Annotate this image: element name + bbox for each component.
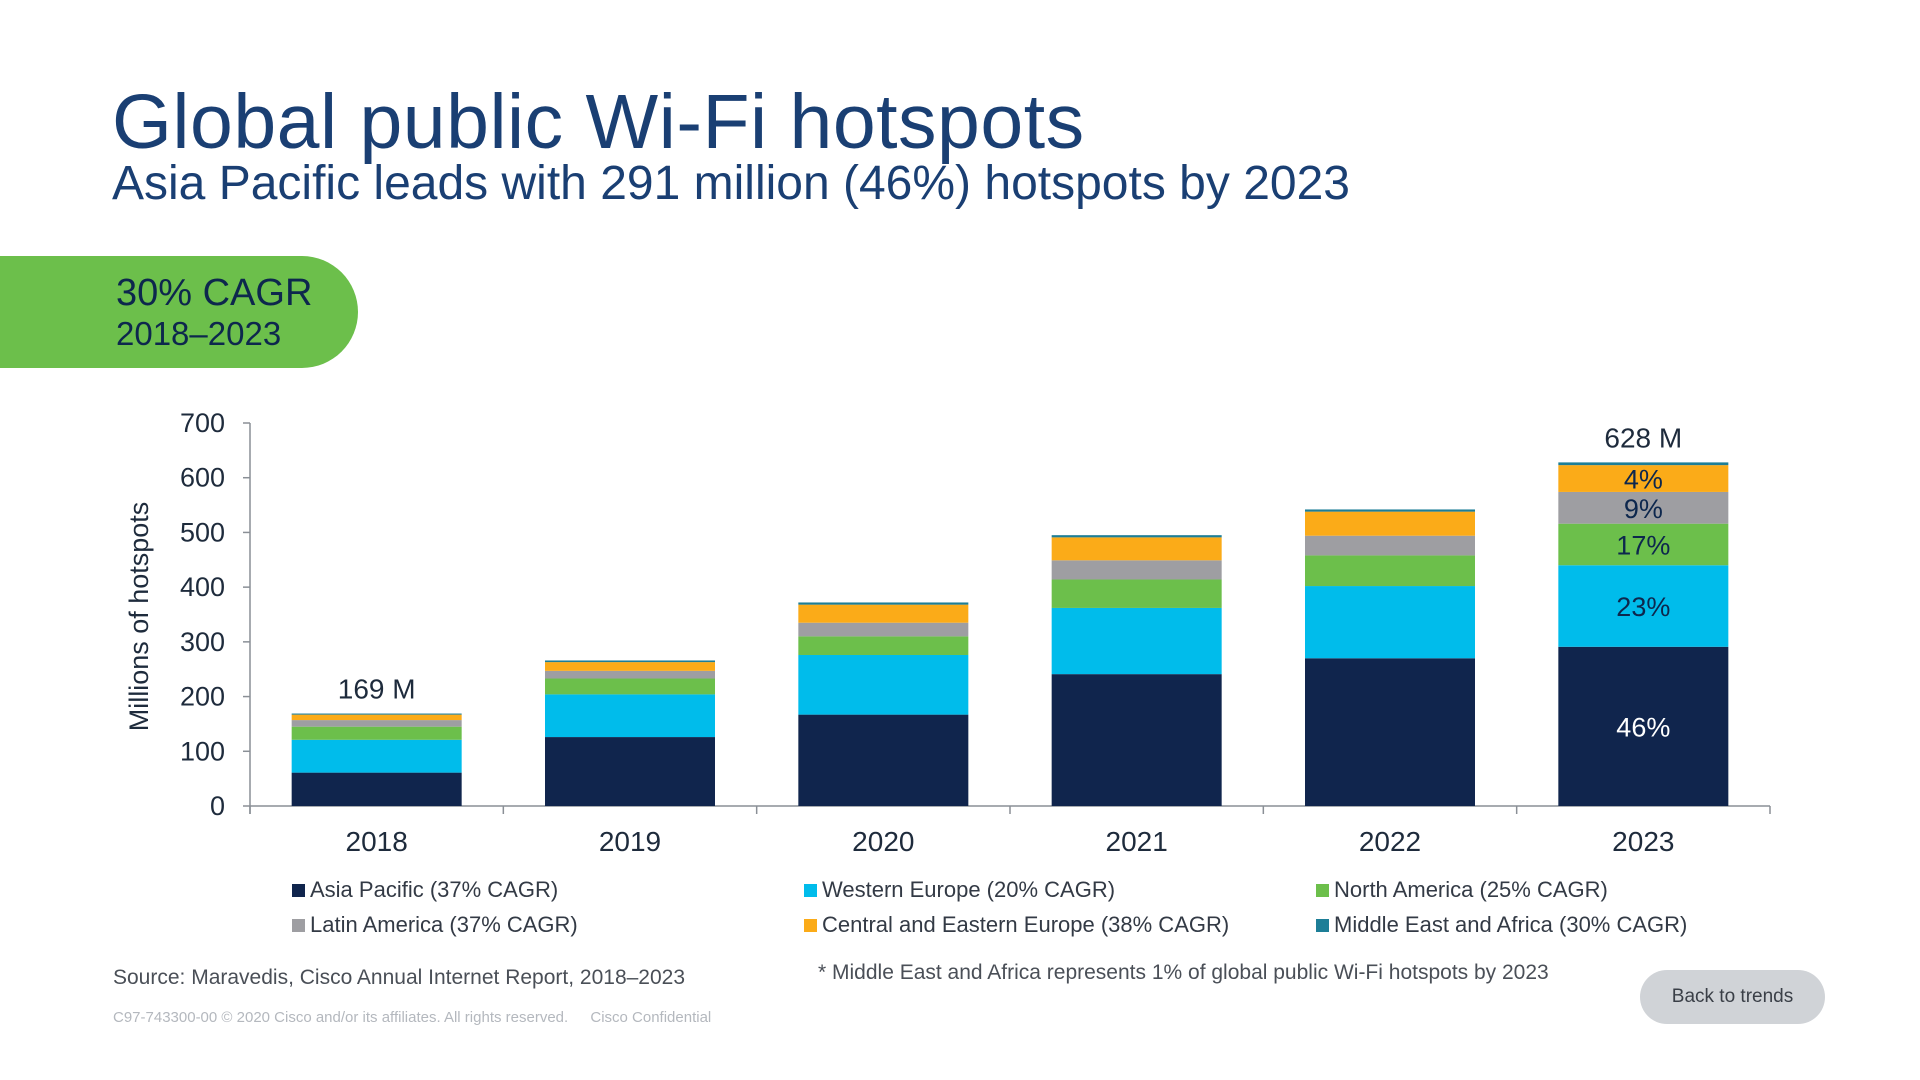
- bar-segment-2022-0: [1305, 658, 1475, 806]
- confidential-label: Cisco Confidential: [590, 1009, 712, 1026]
- page-title: Global public Wi-Fi hotspots: [112, 79, 1085, 165]
- x-tick-label: 2023: [1612, 826, 1674, 857]
- bar-segment-2023-5: [1558, 462, 1729, 466]
- segment-label: 17%: [1616, 530, 1670, 560]
- bar-segment-2021-4: [1051, 537, 1222, 561]
- copyright-line: C97-743300-00 © 2020 Cisco and/or its af…: [113, 1009, 729, 1026]
- bar-segment-2021-3: [1051, 560, 1222, 580]
- copyright-text: C97-743300-00 © 2020 Cisco and/or its af…: [113, 1009, 569, 1026]
- bar-segment-2022-1: [1305, 586, 1475, 659]
- y-tick-label: 500: [180, 517, 225, 547]
- y-tick-label: 0: [210, 791, 225, 821]
- bar-segment-2018-4: [291, 714, 462, 721]
- legend-item: Central and Eastern Europe (38% CAGR): [804, 912, 1229, 938]
- legend-item: Western Europe (20% CAGR): [804, 877, 1115, 903]
- source-note: Source: Maravedis, Cisco Annual Internet…: [113, 966, 686, 989]
- y-tick-label: 400: [180, 572, 225, 602]
- bar-segment-2018-2: [291, 726, 462, 740]
- bar-segment-2020-5: [798, 602, 969, 605]
- bar-segment-2023-3: [1558, 491, 1729, 524]
- legend-label: Western Europe (20% CAGR): [822, 877, 1116, 902]
- bar-segment-2018-3: [291, 720, 462, 727]
- bar-segment-2023-2: [1558, 523, 1729, 566]
- legend-swatch: [804, 918, 817, 932]
- legend-swatch: [1316, 883, 1329, 897]
- bar-segment-2020-4: [798, 604, 969, 623]
- y-axis-title: Millions of hotspots: [124, 502, 154, 732]
- bar-segment-2019-0: [545, 737, 715, 806]
- footnote: * Middle East and Africa represents 1% o…: [818, 961, 1549, 984]
- legend-swatch: [804, 883, 817, 897]
- y-tick-label: 700: [180, 408, 225, 438]
- bar-segment-2021-5: [1051, 535, 1222, 538]
- bar-segment-2023-4: [1558, 465, 1729, 492]
- y-tick-label: 600: [180, 463, 225, 493]
- bar-segment-2023-1: [1558, 565, 1729, 647]
- legend-item: Latin America (37% CAGR): [292, 912, 578, 938]
- x-tick-label: 2020: [852, 826, 914, 857]
- bar-segment-2020-2: [798, 636, 969, 655]
- bar-segment-2021-1: [1051, 607, 1222, 675]
- bar-segment-2022-3: [1305, 535, 1475, 556]
- legend-item: Asia Pacific (37% CAGR): [292, 877, 558, 903]
- y-tick-label: 200: [180, 682, 225, 712]
- legend-label: Asia Pacific (37% CAGR): [310, 877, 559, 902]
- cagr-badge-period: 2018–2023: [116, 315, 282, 352]
- legend-swatch: [1316, 918, 1329, 932]
- total-label: 169 M: [338, 674, 416, 705]
- x-tick-label: 2021: [1106, 826, 1168, 857]
- cagr-badge-value: 30% CAGR: [116, 272, 313, 314]
- bar-segment-2021-2: [1051, 579, 1222, 608]
- segment-label: 23%: [1616, 592, 1670, 622]
- legend-label: Central and Eastern Europe (38% CAGR): [822, 912, 1230, 937]
- bar-segment-2022-5: [1305, 509, 1475, 512]
- bar-segment-2019-2: [545, 678, 715, 695]
- cagr-badge: 30% CAGR 2018–2023: [0, 256, 358, 368]
- y-tick-label: 100: [180, 736, 225, 766]
- x-tick-label: 2022: [1359, 826, 1421, 857]
- bar-segment-2019-1: [545, 694, 715, 738]
- legend-swatch: [292, 918, 305, 932]
- legend-label: North America (25% CAGR): [1334, 877, 1608, 902]
- back-to-trends-button[interactable]: Back to trends: [1640, 970, 1825, 1024]
- bar-segment-2021-0: [1051, 674, 1222, 806]
- bar-segment-2019-4: [545, 662, 715, 671]
- bar-segment-2019-5: [545, 660, 715, 663]
- segment-label: 9%: [1624, 494, 1663, 524]
- y-tick-label: 300: [180, 627, 225, 657]
- bar-segment-2018-1: [291, 739, 462, 773]
- legend-item: Middle East and Africa (30% CAGR): [1316, 912, 1687, 938]
- legend-label: Latin America (37% CAGR): [310, 912, 578, 937]
- bar-segment-2020-1: [798, 654, 969, 715]
- bar-segment-2018-0: [291, 772, 462, 806]
- bar-segment-2023-0: [1558, 646, 1729, 806]
- bar-segment-2022-2: [1305, 555, 1475, 587]
- bar-segment-2020-0: [798, 714, 969, 806]
- legend-swatch: [292, 883, 305, 897]
- bar-segment-2019-3: [545, 670, 715, 679]
- x-tick-label: 2018: [346, 826, 408, 857]
- legend-label: Middle East and Africa (30% CAGR): [1334, 912, 1688, 937]
- x-tick-label: 2019: [599, 826, 661, 857]
- total-label: 628 M: [1604, 422, 1682, 453]
- bar-segment-2018-5: [291, 713, 462, 715]
- bar-segment-2022-4: [1305, 511, 1475, 536]
- legend-item: North America (25% CAGR): [1316, 877, 1608, 903]
- segment-label: 4%: [1624, 465, 1663, 495]
- bar-segment-2020-3: [798, 622, 969, 637]
- segment-label: 46%: [1616, 712, 1670, 742]
- page-subtitle: Asia Pacific leads with 291 million (46%…: [112, 157, 1350, 210]
